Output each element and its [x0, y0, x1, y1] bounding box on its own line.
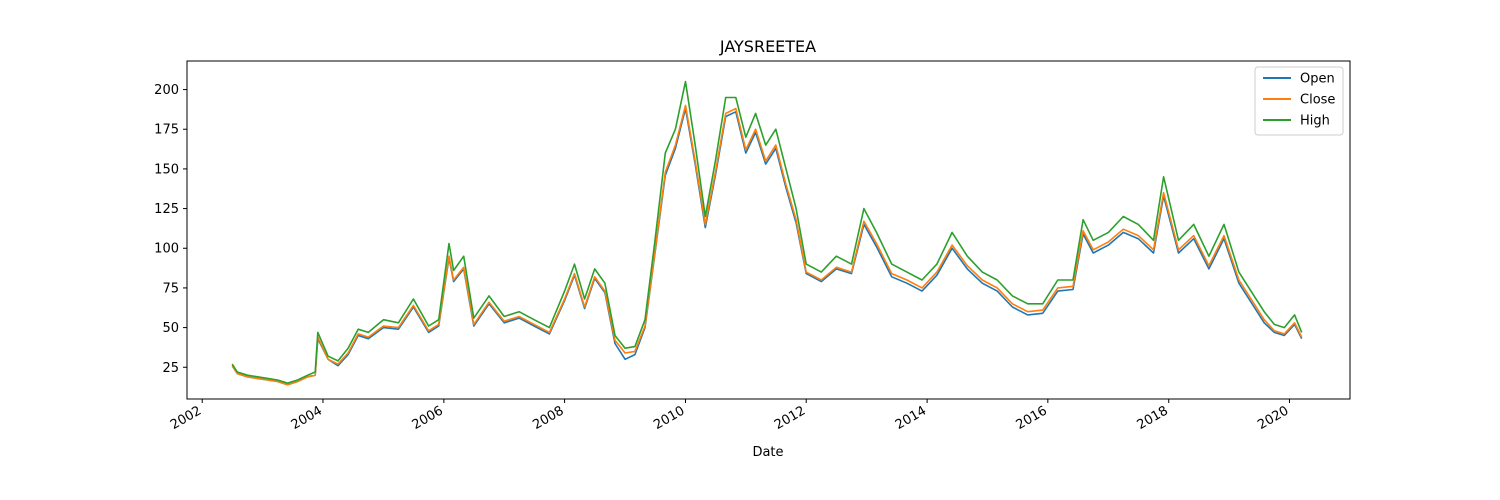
y-axis: 25 50 75 100 125 150 175 200 [154, 83, 187, 376]
legend-label-open: Open [1300, 72, 1335, 87]
y-tick-label: 125 [154, 202, 179, 217]
x-tick-label: 2012 [772, 403, 808, 433]
x-tick-label: 2014 [893, 403, 929, 433]
x-tick-label: 2016 [1014, 403, 1050, 433]
x-tick-label: 2020 [1255, 403, 1291, 433]
series-line-high [231, 80, 1303, 384]
plot-frame [186, 60, 1351, 400]
series-line-close [231, 104, 1303, 386]
y-tick-label: 25 [162, 361, 179, 376]
x-tick-label: 2006 [410, 403, 446, 433]
chart-title: JAYSREETEA [719, 37, 816, 56]
x-tick-label: 2010 [651, 403, 687, 433]
series-layer [231, 80, 1303, 386]
y-tick-label: 75 [162, 281, 179, 296]
y-tick-label: 175 [154, 123, 179, 138]
y-tick-label: 100 [154, 242, 179, 257]
x-axis-label: Date [752, 445, 783, 460]
x-tick-label: 2002 [168, 403, 204, 433]
x-tick-label: 2018 [1135, 403, 1171, 433]
legend-box [1254, 66, 1344, 136]
x-tick-label: 2008 [530, 403, 566, 433]
legend: Open Close High [1254, 66, 1344, 136]
x-axis: 2002 2004 2006 2008 2010 2012 2014 2016 2018 2020 [168, 399, 1291, 433]
y-tick-label: 150 [154, 162, 179, 177]
legend-label-high: High [1300, 114, 1330, 129]
series-line-open [231, 107, 1303, 386]
x-tick-label: 2004 [289, 403, 325, 433]
y-tick-label: 200 [154, 83, 179, 98]
legend-label-close: Close [1300, 93, 1335, 108]
y-tick-label: 50 [162, 321, 179, 336]
